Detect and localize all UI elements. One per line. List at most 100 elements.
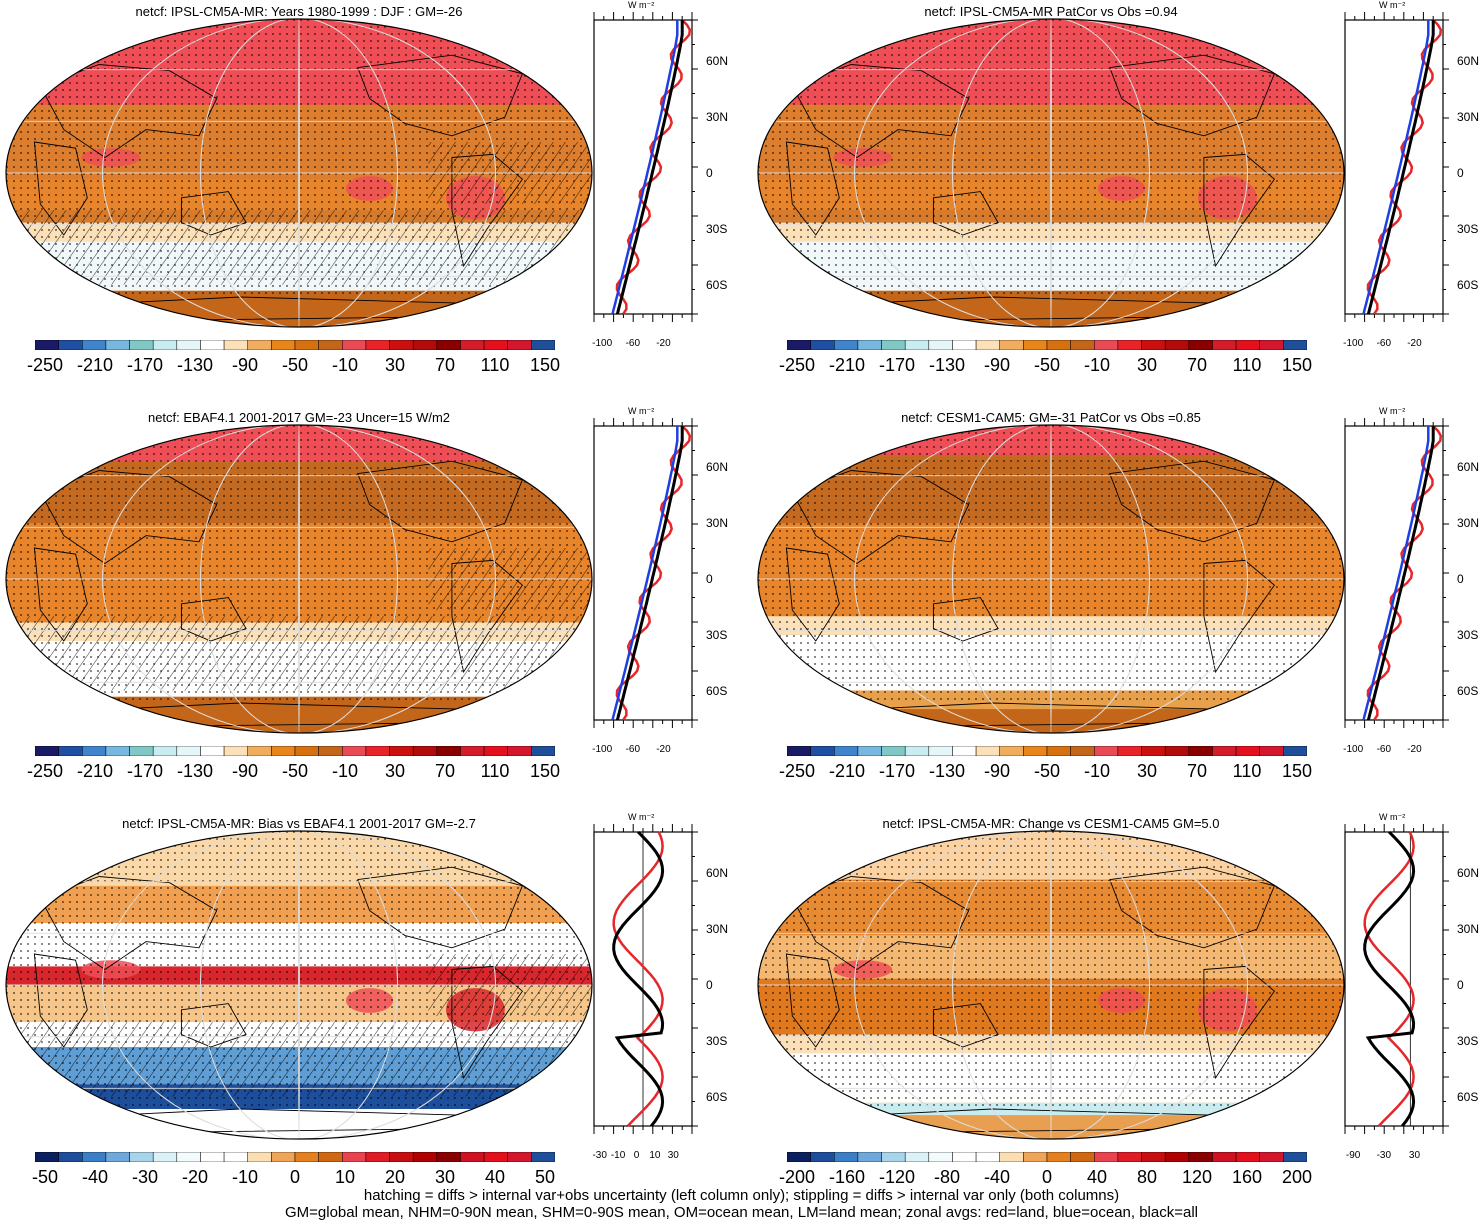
- colorbar-label: -10: [1083, 761, 1111, 781]
- colorbar-swatch-17: [436, 1152, 461, 1162]
- zonal-x-tick-label: -60: [625, 338, 641, 349]
- colorbar-swatch-7: [952, 746, 977, 756]
- colorbar-label: 10: [334, 1167, 356, 1187]
- colorbar-swatch-16: [412, 1152, 438, 1162]
- colorbar-label: -90: [983, 355, 1011, 375]
- colorbar-swatch-8: [975, 340, 1000, 350]
- colorbar-label: -80: [933, 1167, 961, 1187]
- colorbar-swatch-3: [105, 746, 130, 756]
- colorbar-swatch-9: [247, 746, 272, 756]
- colorbar-swatch-19: [1235, 1152, 1260, 1162]
- colorbar-swatch-6: [928, 340, 953, 350]
- colorbar-label: -10: [1083, 355, 1111, 375]
- robinson-map: [757, 18, 1345, 328]
- colorbar-swatch-9: [999, 1152, 1024, 1162]
- colorbar: [35, 340, 555, 350]
- colorbar-swatch-10: [271, 746, 296, 756]
- colorbar: [35, 1152, 555, 1162]
- colorbar-swatch-4: [881, 746, 906, 756]
- colorbar-swatch-14: [1117, 340, 1142, 350]
- zonal-x-tick-label: -100: [1343, 744, 1364, 755]
- colorbar-swatch-11: [1046, 1152, 1071, 1162]
- colorbar-label: -90: [231, 355, 259, 375]
- colorbar-swatch-5: [904, 1152, 930, 1162]
- colorbar-label: 150: [1281, 761, 1313, 781]
- colorbar-label: -20: [181, 1167, 209, 1187]
- colorbar-swatch-20: [507, 746, 532, 756]
- colorbar-swatch-1: [810, 746, 835, 756]
- map-frame: [5, 830, 593, 1140]
- graticule-lon: [200, 425, 398, 733]
- zonal-lat-label: 60N: [706, 54, 729, 68]
- colorbar-label: -130: [928, 355, 966, 375]
- colorbar-labels: -200 -160 -120 -80 -40 0 40 80 120 160 200: [779, 1167, 1312, 1189]
- colorbar-swatch-21: [1283, 746, 1307, 756]
- colorbar-label: -210: [76, 761, 114, 781]
- colorbar-label: -250: [26, 355, 64, 375]
- zonal-unit-label: W m⁻²: [628, 0, 655, 10]
- colorbar-swatch-12: [1070, 746, 1095, 756]
- colorbar-swatch-3: [857, 340, 882, 350]
- colorbar-label: -210: [76, 355, 114, 375]
- zonal-lat-label: 30S: [706, 1034, 728, 1048]
- colorbar-swatch-1: [58, 746, 83, 756]
- zonal-line-land: [1366, 19, 1443, 315]
- colorbar-label: -250: [778, 355, 816, 375]
- map-band-8: [6, 1109, 592, 1139]
- colorbar-label: 0: [1041, 1167, 1053, 1187]
- graticule-lon: [854, 425, 1248, 733]
- colorbar-swatch-3: [105, 340, 130, 350]
- colorbar-label: -130: [176, 761, 214, 781]
- colorbar-label: 0: [289, 1167, 301, 1187]
- colorbar-swatch-7: [952, 1152, 977, 1162]
- colorbar-swatch-11: [294, 1152, 319, 1162]
- zonal-x-tick-label: 0: [633, 1150, 640, 1161]
- zonal-line-land: [615, 425, 692, 721]
- zonal-lat-label: 60N: [706, 460, 729, 474]
- graticule-lon: [952, 19, 1150, 327]
- colorbar-swatch-4: [129, 1152, 154, 1162]
- colorbar-swatch-6: [928, 746, 953, 756]
- zonal-lat-label: 30S: [706, 628, 728, 642]
- colorbar-swatch-20: [507, 1152, 532, 1162]
- colorbar-label: -50: [281, 355, 309, 375]
- colorbar-swatch-10: [1023, 1152, 1048, 1162]
- colorbar-swatch-18: [460, 746, 485, 756]
- graticule-lon: [102, 19, 496, 327]
- zonal-line-all: [615, 426, 684, 721]
- colorbar-swatch-12: [318, 340, 343, 350]
- colorbar-label: -200: [778, 1167, 816, 1187]
- colorbar-swatch-15: [1141, 1152, 1166, 1162]
- zonal-lat-label: 0: [1457, 166, 1464, 180]
- colorbar-swatch-0: [787, 746, 811, 756]
- colorbar-swatch-5: [904, 340, 930, 350]
- colorbar-label: 40: [484, 1167, 506, 1187]
- colorbar: [787, 1152, 1307, 1162]
- zonal-line-all: [615, 20, 684, 315]
- zonal-line-all: [612, 830, 665, 1127]
- colorbar-swatch-9: [247, 340, 272, 350]
- colorbar-swatch-13: [342, 340, 367, 350]
- colorbar-label: -10: [331, 355, 359, 375]
- graticule-lon: [102, 425, 496, 733]
- zonal-line-ocean: [1362, 426, 1430, 721]
- zonal-x-tick-label: -30: [592, 1150, 607, 1161]
- robinson-map: [5, 18, 593, 328]
- colorbar-swatch-15: [1141, 340, 1166, 350]
- colorbar-label: -40: [81, 1167, 109, 1187]
- colorbar-swatch-6: [176, 746, 201, 756]
- colorbar-label: -210: [828, 761, 866, 781]
- colorbar-label: 110: [480, 355, 510, 375]
- colorbar-label: 70: [434, 761, 456, 781]
- colorbar-swatch-7: [200, 340, 225, 350]
- graticule-lon: [1050, 831, 1052, 1139]
- colorbar-swatch-14: [365, 746, 390, 756]
- colorbar: [787, 340, 1307, 350]
- colorbar-swatch-10: [1023, 340, 1048, 350]
- colorbar-swatch-1: [58, 340, 83, 350]
- colorbar-swatch-13: [1094, 746, 1119, 756]
- colorbar-swatch-12: [1070, 1152, 1095, 1162]
- zonal-lat-label: 30S: [706, 222, 728, 236]
- zonal-x-tick-label: -20: [1407, 744, 1422, 755]
- colorbar-swatch-16: [412, 340, 438, 350]
